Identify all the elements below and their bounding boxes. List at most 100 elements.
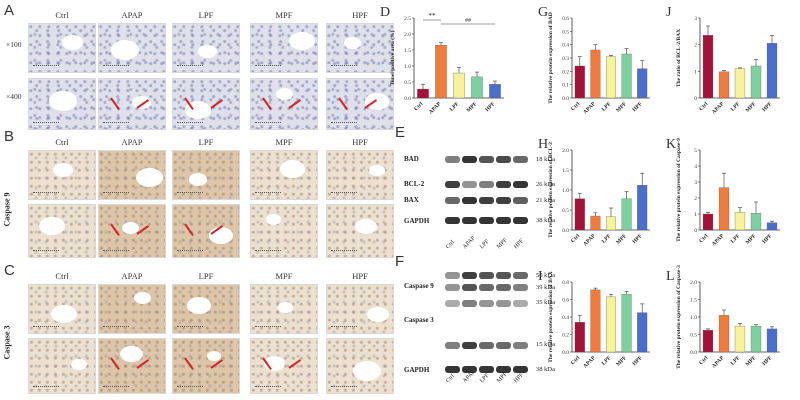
bar-l-apap [718,315,730,353]
column-title-a-ctrl: Ctrl [55,10,69,20]
panel-letter-g: G [538,5,548,20]
red-arrow-icon [288,99,302,109]
y-tick-label: 0.5 [562,208,569,214]
vessel-lumen [71,359,87,371]
blot-band [462,366,477,373]
x-tick-label: Ctrl [698,233,709,244]
bar-k-apap [718,187,730,231]
x-tick-label: HPF [761,233,773,245]
bar-l-lpf [734,325,746,353]
vessel-lumen [122,222,139,234]
blot-label-caspase-9: Caspase 9 [404,282,434,290]
panel-letter-j: J [666,5,672,20]
x-tick-label: Ctrl [698,355,709,366]
vessel-lumen [353,361,381,381]
x-tick-label: HPF [761,355,773,367]
panel-letter-f: F [395,253,405,270]
y-tick-label: 0.5 [562,29,569,35]
column-title-a-mpf: MPF [275,10,293,20]
bar-k-ctrl [702,213,714,231]
kda-marker: 38 kDa [536,217,555,224]
tile-caspase3-low-apap [98,284,166,334]
lane-label-ctrl: Ctrl [445,239,456,251]
scale-bar [33,192,59,195]
blot-band [462,342,477,349]
blot-label-gapdh: GAPDH [404,366,430,374]
bar-i-apap [590,289,601,353]
column-title-b-mpf: MPF [275,137,293,147]
blot-band [479,300,494,307]
blot-band [496,197,511,204]
x-tick-label: Ctrl [570,233,581,244]
y-tick-label: 0.0 [562,228,569,234]
bar-i-lpf [606,296,616,353]
kda-marker: 26 kDa [536,181,555,188]
panel-letter-l: L [666,269,675,284]
bar-i-hpf [637,312,648,353]
blot-band [479,342,494,349]
x-tick-label: HPF [761,101,773,113]
caspase9-row-label: Caspase 9 [2,192,12,227]
bar-d-lpf [453,72,465,99]
vessel-lumen [49,91,77,111]
y-tick-label: 0.2 [562,333,569,339]
kda-marker: 21 kDa [536,197,555,204]
column-title-b-ctrl: Ctrl [55,137,69,147]
tile-he-x100-mpf [250,23,318,73]
blot-band [462,181,477,188]
scale-bar [177,122,203,125]
vessel-lumen [266,214,281,225]
y-tick-label: 0.8 [562,280,569,286]
kda-marker: 18 kDa [536,156,555,163]
vessel-lumen [136,168,163,187]
bar-h-hpf [637,185,648,231]
western-blot-e [442,149,532,241]
blot-band [496,217,511,224]
vessel-lumen [280,160,305,178]
scale-bar [255,122,281,125]
blot-band [445,197,460,204]
tile-caspase9-low-lpf [172,150,240,200]
tile-he-x100-apap [98,23,166,73]
vessel-lumen [367,307,389,323]
blot-band [445,300,460,307]
kda-marker: 35 kDa [536,299,555,306]
x-tick-label: APAP [428,101,443,116]
column-title-b-apap: APAP [121,137,143,147]
x-tick-label: MPF [615,233,628,246]
y-axis-label: The ratio of BCL-2/BAX [676,29,682,87]
column-title-a-apap: APAP [121,10,143,20]
tile-caspase9-low-hpf [326,150,394,200]
scale-bar [103,65,129,68]
scale-bar [103,192,129,195]
blot-band [496,284,511,291]
y-tick-label: 0.0 [562,350,569,356]
blot-band [445,342,460,349]
tile-caspase3-high-mpf [250,338,318,394]
y-tick-label: 0.2 [562,69,569,75]
vessel-lumen [355,219,377,235]
bar-g-mpf [621,53,632,99]
blot-band [513,156,528,163]
vessel-lumen [289,32,315,51]
tile-he-x100-lpf [172,23,240,73]
bar-j-lpf [734,68,746,99]
scale-bar [33,250,59,253]
column-title-b-lpf: LPF [198,137,214,147]
blot-band [513,300,528,307]
tile-caspase9-high-lpf [172,204,240,258]
red-arrow-icon [110,97,120,111]
tile-caspase9-low-mpf [250,150,318,200]
blot-band [479,181,494,188]
panel-letter-e: E [395,124,406,141]
y-tick-label: 0 [694,96,697,102]
panel-letter-h: H [538,137,548,152]
y-axis-label: The relative protein expression of BAD [548,12,554,104]
y-tick-label: 0.4 [562,43,569,49]
y-tick-label: 0.5 [690,333,697,339]
x-tick-label: LPF [730,355,742,367]
x-tick-label: Ctrl [570,101,581,112]
x-tick-label: APAP [582,355,597,370]
y-tick-label: 1 [694,69,697,75]
y-tick-label: 2 [694,43,697,49]
